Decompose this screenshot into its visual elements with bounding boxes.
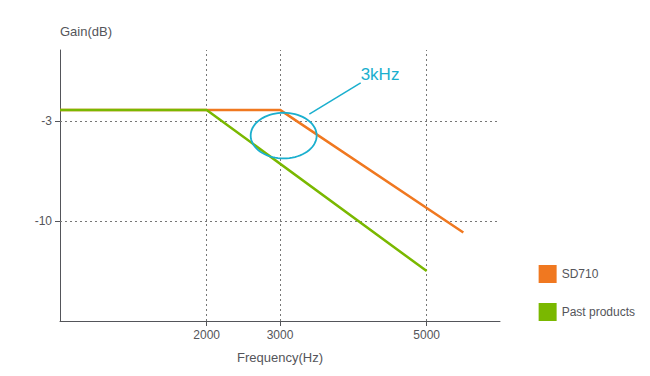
svg-text:SD710: SD710 (562, 267, 599, 281)
svg-text:2000: 2000 (193, 328, 220, 342)
svg-text:-10: -10 (35, 214, 53, 228)
svg-text:3kHz: 3kHz (361, 65, 400, 84)
svg-text:Gain(dB): Gain(dB) (60, 24, 112, 39)
svg-text:Frequency(Hz): Frequency(Hz) (237, 350, 323, 365)
svg-text:3000: 3000 (267, 328, 294, 342)
svg-text:5000: 5000 (413, 328, 440, 342)
svg-text:-3: -3 (41, 114, 52, 128)
svg-text:Past products: Past products (562, 305, 635, 319)
